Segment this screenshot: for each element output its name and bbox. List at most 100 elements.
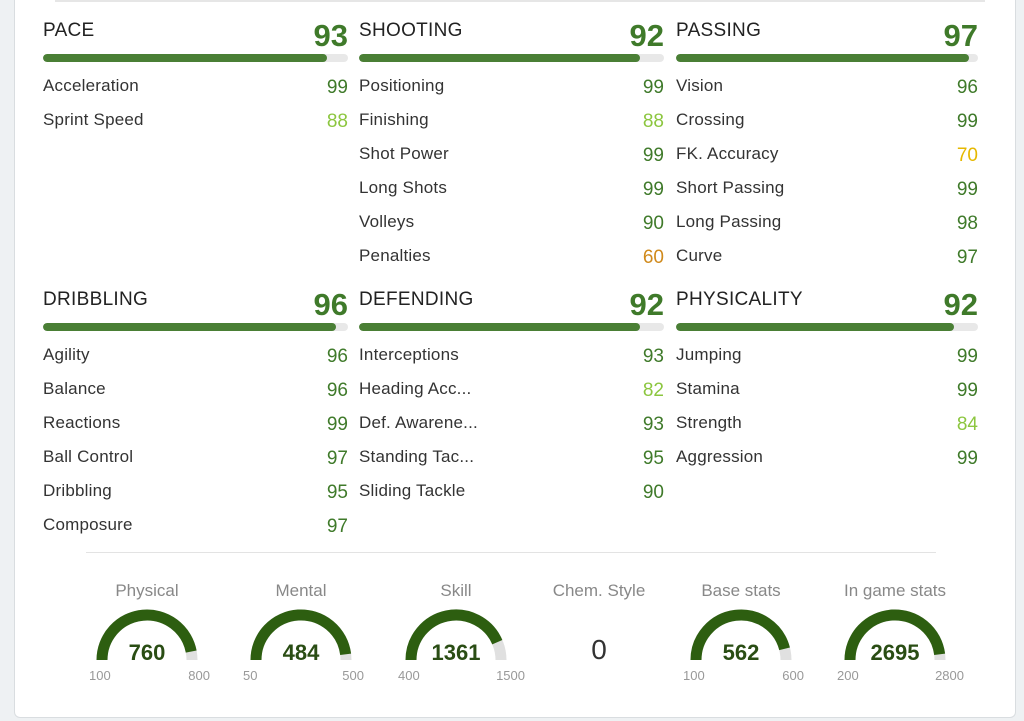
gauge-skill: Skill 1361 400 1500 xyxy=(381,578,531,688)
stat-label: Jumping xyxy=(676,345,742,364)
stat-label: Sprint Speed xyxy=(43,110,144,129)
stat-row: Short Passing 99 xyxy=(676,172,978,206)
stat-value: 98 xyxy=(956,213,978,234)
stat-row: Reactions 99 xyxy=(43,407,348,441)
category-name: PACE xyxy=(43,20,95,41)
stat-label: Aggression xyxy=(676,447,764,466)
category-progress-bar xyxy=(43,323,348,331)
stat-row: Vision 96 xyxy=(676,70,978,104)
stat-row: Strength 84 xyxy=(676,407,978,441)
category-header: DRIBBLING 96 xyxy=(43,269,348,331)
stat-row: Volleys 90 xyxy=(359,206,664,240)
category-passing: PASSING 97 Vision 96 Crossing 99 FK. Accuracy 7… xyxy=(676,0,978,274)
gauge-min: 400 xyxy=(398,668,420,683)
category-value: 92 xyxy=(943,287,978,322)
stat-label: Finishing xyxy=(359,110,429,129)
stat-label: Heading Acc... xyxy=(359,379,472,398)
category-header: PHYSICALITY 92 xyxy=(676,269,978,331)
gauge-fill xyxy=(250,609,352,661)
stat-value: 99 xyxy=(326,414,348,435)
gauge-in-game-stats: In game stats 2695 200 2800 xyxy=(820,578,970,688)
category-progress-bar xyxy=(359,54,664,62)
category-header: PASSING 97 xyxy=(676,0,978,62)
stat-label: Acceleration xyxy=(43,76,139,95)
stat-value: 99 xyxy=(642,179,664,200)
category-header: PACE 93 xyxy=(43,0,348,62)
stat-list: Jumping 99 Stamina 99 Strength 84 Aggression 99 xyxy=(676,339,978,475)
stat-list: Agility 96 Balance 96 Reactions 99 Ball Contro… xyxy=(43,339,348,543)
stat-label: Sliding Tackle xyxy=(359,481,466,500)
gauge-fill xyxy=(405,609,503,661)
category-progress-fill xyxy=(359,54,640,62)
stat-label: Ball Control xyxy=(43,447,134,466)
stat-value: 60 xyxy=(642,247,664,268)
gauge-title: Mental xyxy=(275,581,327,600)
stat-label: Dribbling xyxy=(43,481,112,500)
stat-label: Short Passing xyxy=(676,178,785,197)
category-name: PHYSICALITY xyxy=(676,289,803,310)
category-pace: PACE 93 Acceleration 99 Sprint Speed 88 xyxy=(43,0,348,138)
gauge-value: 562 xyxy=(722,640,760,665)
player-stats-panel xyxy=(14,0,1016,718)
stat-row: Curve 97 xyxy=(676,240,978,274)
category-name: DEFENDING xyxy=(359,289,474,310)
gauge-value: 1361 xyxy=(431,640,481,665)
stat-label: Composure xyxy=(43,515,133,534)
stat-row: Shot Power 99 xyxy=(359,138,664,172)
stat-row: Agility 96 xyxy=(43,339,348,373)
stat-row: Standing Tac... 95 xyxy=(359,441,664,475)
section-divider xyxy=(86,552,936,553)
category-progress-bar xyxy=(676,323,978,331)
stat-row: Aggression 99 xyxy=(676,441,978,475)
stat-row: Crossing 99 xyxy=(676,104,978,138)
gauge-physical: Physical 760 100 800 xyxy=(72,578,222,688)
stat-value: 93 xyxy=(642,414,664,435)
gauge-arc xyxy=(96,609,198,661)
category-physicality: PHYSICALITY 92 Jumping 99 Stamina 99 Strength 8… xyxy=(676,269,978,475)
gauge-fill xyxy=(844,609,946,661)
category-defending: DEFENDING 92 Interceptions 93 Heading Acc...… xyxy=(359,269,664,509)
category-header: SHOOTING 92 xyxy=(359,0,664,62)
stat-list: Vision 96 Crossing 99 FK. Accuracy 70 Short Pa… xyxy=(676,70,978,274)
stat-value: 70 xyxy=(956,145,978,166)
gauge-value: 760 xyxy=(128,640,166,665)
gauge-title: Skill xyxy=(440,581,472,600)
stat-row: Penalties 60 xyxy=(359,240,664,274)
gauge-arc xyxy=(844,609,946,661)
category-header: DEFENDING 92 xyxy=(359,269,664,331)
stat-label: FK. Accuracy xyxy=(676,144,779,163)
stat-label: Reactions xyxy=(43,413,121,432)
stat-label: Shot Power xyxy=(359,144,449,163)
category-value: 97 xyxy=(943,18,978,53)
category-shooting: SHOOTING 92 Positioning 99 Finishing 88 Shot P… xyxy=(359,0,664,274)
stat-value: 88 xyxy=(642,111,664,132)
stat-value: 99 xyxy=(956,346,978,367)
stat-value: 97 xyxy=(956,247,978,268)
stat-list: Acceleration 99 Sprint Speed 88 xyxy=(43,70,348,138)
category-value: 93 xyxy=(313,18,348,53)
category-progress-fill xyxy=(359,323,640,331)
stat-label: Penalties xyxy=(359,246,431,265)
stat-value: 97 xyxy=(326,448,348,469)
stat-label: Standing Tac... xyxy=(359,447,475,466)
gauge-arc xyxy=(690,609,792,661)
stat-value: 99 xyxy=(326,77,348,98)
stat-value: 96 xyxy=(326,380,348,401)
stat-value: 96 xyxy=(326,346,348,367)
stat-value: 99 xyxy=(642,145,664,166)
stat-value: 99 xyxy=(956,448,978,469)
stat-value: 97 xyxy=(326,516,348,537)
stat-label: Volleys xyxy=(359,212,415,231)
gauge-value: 2695 xyxy=(870,640,920,665)
stat-label: Def. Awarene... xyxy=(359,413,478,432)
stat-row: Heading Acc... 82 xyxy=(359,373,664,407)
gauge-title: Physical xyxy=(115,581,179,600)
stat-label: Stamina xyxy=(676,379,740,398)
category-progress-fill xyxy=(676,323,954,331)
stat-value: 90 xyxy=(642,482,664,503)
gauge-fill xyxy=(96,609,197,661)
category-value: 96 xyxy=(313,287,348,322)
gauge-max: 600 xyxy=(782,668,804,683)
gauge-fill xyxy=(690,609,790,661)
gauge-title: In game stats xyxy=(843,581,947,600)
